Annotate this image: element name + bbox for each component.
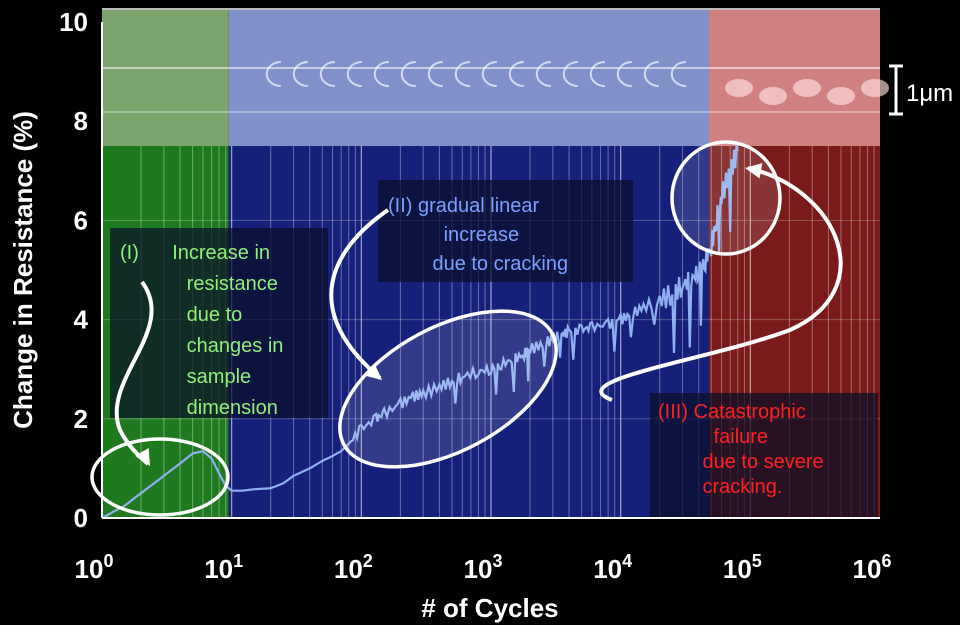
sem-crack-mark: [292, 61, 308, 87]
sem-crack-mark: [373, 61, 389, 87]
annotation-stage-1: (I) Increase in resistance due to change…: [120, 242, 283, 419]
y-axis-label: Change in Resistance (%): [8, 111, 38, 429]
y-tick-label: 4: [74, 305, 89, 335]
y-tick-label: 8: [74, 106, 88, 136]
sem-crack-mark: [265, 61, 281, 87]
x-axis-label: # of Cycles: [421, 593, 558, 623]
y-tick-label: 0: [74, 503, 88, 533]
sem-image-background: [228, 8, 710, 146]
sem-image-1: [102, 8, 229, 146]
sem-image-background: [102, 8, 229, 146]
annotation-texts: (I) Increase in resistance due to change…: [120, 195, 824, 498]
sem-crack-mark: [427, 61, 443, 87]
sem-crack-mark: [346, 61, 362, 87]
sem-crack-mark: [535, 61, 551, 87]
sem-image-3: [709, 8, 890, 146]
sem-debris-mark: [861, 79, 890, 97]
x-tick-label: 104: [593, 551, 632, 584]
x-tick-label: 105: [723, 551, 762, 584]
arrow-3: [599, 166, 843, 402]
sem-micrograph-strip: [102, 8, 890, 146]
axes: [101, 22, 880, 519]
sem-crack-mark: [616, 61, 632, 87]
tick-labels: 0 2 4 6 8 10 100 101 102 103 104 105 106: [59, 7, 891, 584]
sem-debris-mark: [725, 79, 754, 97]
annotation-stage-2: (II) gradual linear increase due to crac…: [388, 195, 568, 275]
arrowhead: [364, 363, 382, 380]
x-tick-label: 101: [204, 551, 243, 584]
x-tick-label: 106: [853, 551, 892, 584]
y-tick-label: 6: [74, 205, 88, 235]
annotation-box: [378, 180, 633, 282]
scale-bar-label: 1μm: [906, 80, 953, 107]
sem-crack-mark: [589, 61, 605, 87]
arrowhead: [745, 163, 763, 179]
sem-crack-mark: [481, 61, 497, 87]
sem-crack-mark: [508, 61, 524, 87]
x-tick-label: 100: [75, 551, 114, 584]
annotation-boxes: [110, 180, 878, 518]
ellipse-stage-1: [90, 437, 230, 517]
scale-bar: 1μm: [889, 64, 953, 116]
x-tick-label: 102: [334, 551, 373, 584]
y-tick-label: 2: [74, 404, 88, 434]
series-line-1: [101, 144, 739, 519]
sem-debris-mark: [759, 87, 788, 105]
series-layer: [101, 144, 739, 519]
sem-crack-mark: [454, 61, 470, 87]
sem-crack-mark: [670, 61, 686, 87]
sem-image-2: [228, 8, 710, 146]
x-tick-label: 103: [464, 551, 503, 584]
arrowhead: [135, 448, 150, 466]
annotation-stage-3: (III) Catastrophic failure due to severe…: [658, 401, 824, 498]
arrow-2: [329, 208, 390, 380]
sem-debris-mark: [827, 87, 856, 105]
y-tick-label: 10: [59, 7, 88, 37]
sem-debris-mark: [793, 79, 822, 97]
sem-image-background: [709, 8, 880, 146]
ellipse-stage-3: [670, 140, 782, 256]
annotation-arrows: [114, 163, 843, 466]
annotation-box: [650, 393, 878, 518]
sem-crack-mark: [400, 61, 416, 87]
arrow-1: [114, 280, 154, 466]
annotation-box: [110, 228, 328, 418]
sem-crack-mark: [562, 61, 578, 87]
sem-top-edge: [102, 8, 880, 10]
sem-crack-mark: [319, 61, 335, 87]
ellipse-stage-2: [338, 309, 558, 469]
sem-crack-mark: [643, 61, 659, 87]
